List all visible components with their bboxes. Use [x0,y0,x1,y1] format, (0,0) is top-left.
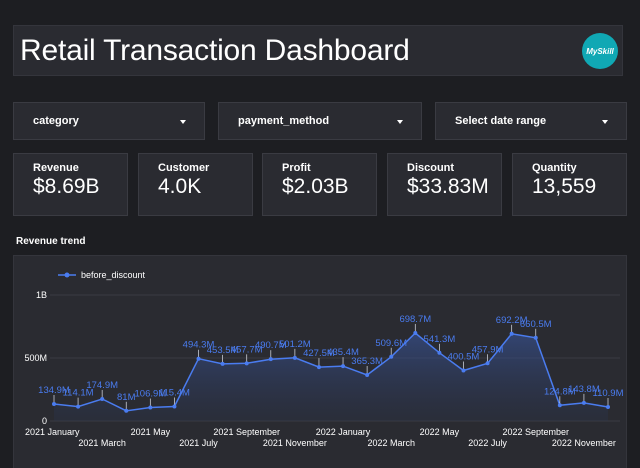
filter-label: payment_method [238,115,330,127]
kpi-label: Discount [407,162,455,174]
kpi-value: 13,559 [532,175,597,198]
kpi-value: $8.69B [33,175,100,198]
revenue-trend-panel [13,255,627,468]
kpi-value: 4.0K [158,175,202,198]
kpi-label: Revenue [33,162,79,174]
kpi-label: Quantity [532,162,577,174]
caret-down-icon [397,120,403,124]
kpi-label: Customer [158,162,210,174]
dashboard-header: Retail Transaction Dashboard MySkill [13,25,623,76]
chart-section-title: Revenue trend [16,236,86,247]
date-range-picker[interactable]: Select date range [435,102,627,140]
kpi-value: $33.83M [407,175,489,198]
kpi-profit: Profit $2.03B [262,153,377,216]
kpi-revenue: Revenue $8.69B [13,153,128,216]
caret-down-icon [180,120,186,124]
page-title: Retail Transaction Dashboard [20,34,410,67]
brand-logo[interactable]: MySkill [582,33,618,69]
payment-method-filter[interactable]: payment_method [218,102,422,140]
kpi-discount: Discount $33.83M [387,153,502,216]
category-filter[interactable]: category [13,102,205,140]
kpi-label: Profit [282,162,311,174]
filter-label: Select date range [455,115,547,127]
filter-label: category [33,115,79,127]
kpi-quantity: Quantity 13,559 [512,153,627,216]
kpi-customer: Customer 4.0K [138,153,253,216]
kpi-value: $2.03B [282,175,349,198]
caret-down-icon [602,120,608,124]
